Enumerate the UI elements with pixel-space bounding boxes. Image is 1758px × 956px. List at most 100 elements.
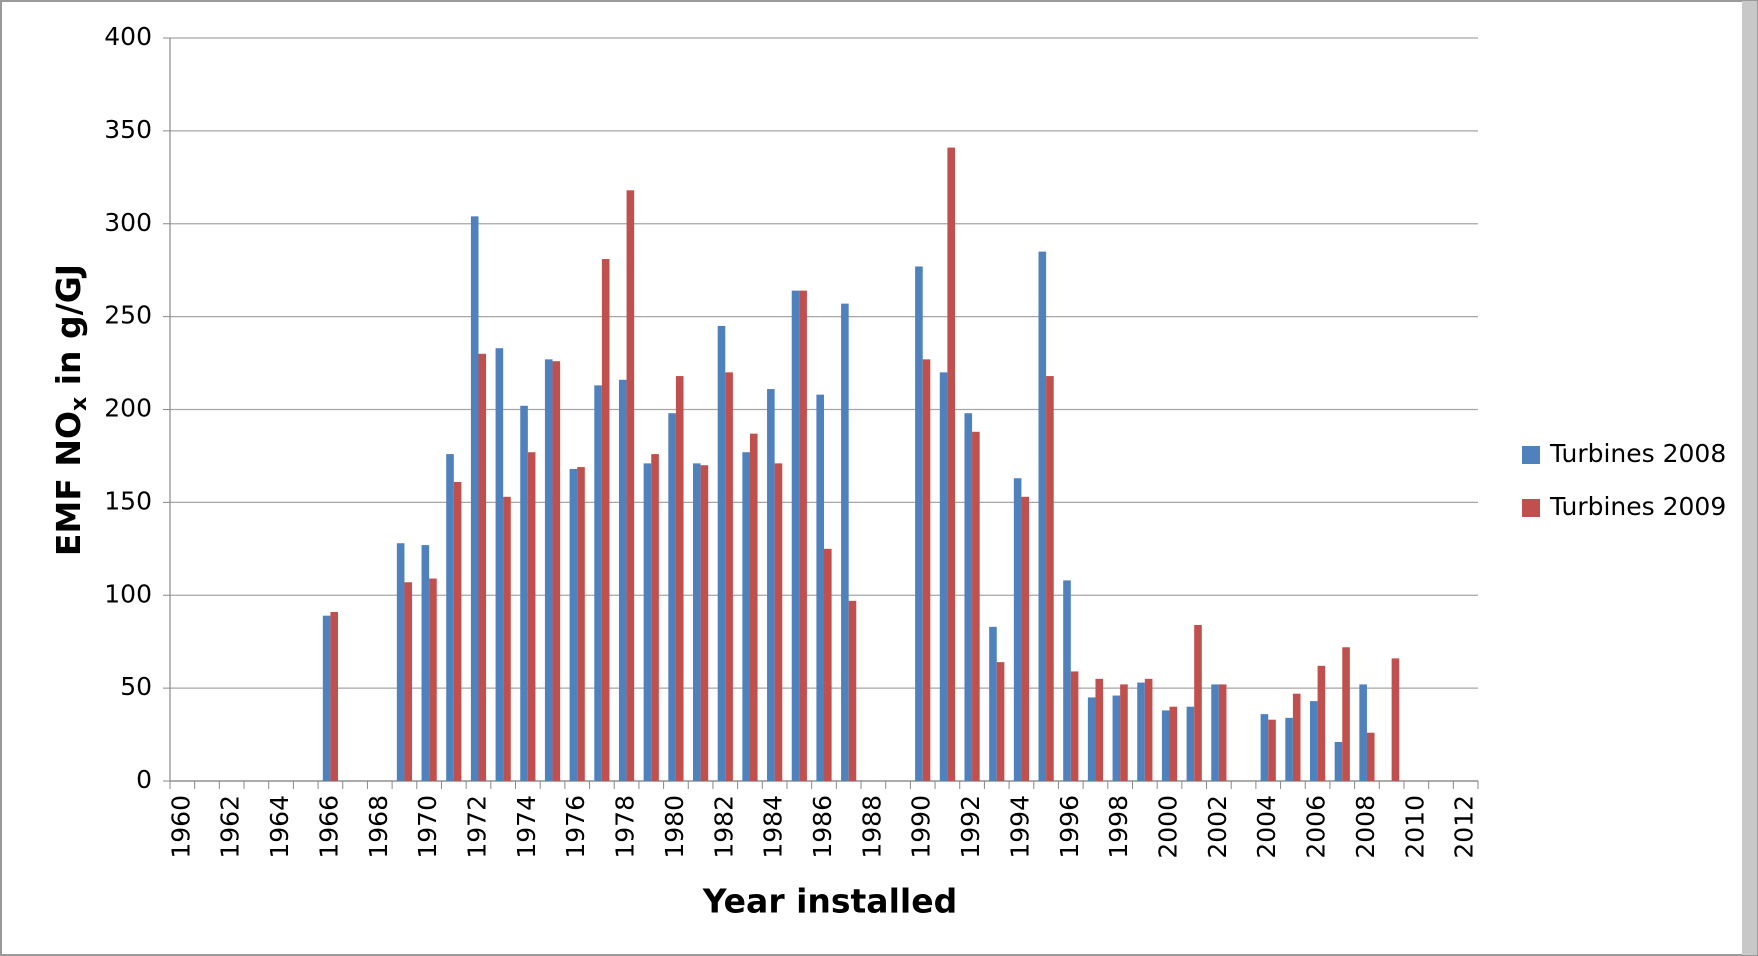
x-tick-label: 1988 xyxy=(857,795,886,859)
bar xyxy=(1359,684,1367,781)
bar xyxy=(693,463,701,781)
bar xyxy=(1087,697,1096,781)
bar xyxy=(725,372,733,781)
x-tick-label: 1976 xyxy=(561,795,590,859)
x-tick-label: 1994 xyxy=(1005,795,1034,859)
bar xyxy=(1309,701,1318,781)
bar xyxy=(396,543,405,781)
bar xyxy=(1046,376,1054,781)
bar xyxy=(749,433,758,781)
bar xyxy=(643,463,652,781)
bar xyxy=(774,463,783,781)
bar xyxy=(675,376,684,781)
bar xyxy=(577,467,585,781)
legend-swatch xyxy=(1522,499,1540,517)
bar xyxy=(569,468,578,781)
x-tick-label: 1962 xyxy=(216,795,245,859)
bar xyxy=(429,578,437,781)
bar xyxy=(404,582,413,781)
bar xyxy=(1070,671,1079,781)
y-tick-label: 100 xyxy=(104,579,152,608)
bar xyxy=(717,325,726,781)
bar xyxy=(1260,714,1269,781)
legend-label: Turbines 2008 xyxy=(1549,439,1726,468)
bar xyxy=(322,615,331,781)
bar xyxy=(1285,717,1293,781)
bar xyxy=(848,600,857,781)
bar xyxy=(1292,693,1301,781)
bar xyxy=(1161,710,1170,781)
x-tick-label: 1974 xyxy=(512,795,541,859)
bar xyxy=(799,290,807,781)
x-tick-label: 1964 xyxy=(265,795,294,859)
legend-swatch xyxy=(1522,446,1540,464)
x-tick-label: 1978 xyxy=(611,795,640,859)
bar xyxy=(478,353,487,781)
y-tick-label: 300 xyxy=(104,208,152,237)
bar xyxy=(841,303,849,781)
bar xyxy=(495,348,504,781)
x-tick-label: 1966 xyxy=(314,795,343,859)
x-axis-title: Year installed xyxy=(702,882,957,921)
bar xyxy=(791,290,800,781)
x-tick-label: 1982 xyxy=(709,795,738,859)
bar xyxy=(947,147,955,781)
y-tick-label: 350 xyxy=(104,115,152,144)
x-tick-label: 2006 xyxy=(1302,795,1331,859)
x-tick-label: 1986 xyxy=(808,795,837,859)
window-edge xyxy=(1742,1,1757,955)
bar xyxy=(1144,678,1153,781)
x-tick-label: 2008 xyxy=(1351,795,1380,859)
bar xyxy=(601,259,610,782)
bar xyxy=(915,266,923,781)
bar xyxy=(1063,580,1071,781)
bar xyxy=(1317,665,1326,781)
bar xyxy=(1186,706,1195,781)
y-tick-label: 50 xyxy=(120,672,152,701)
x-tick-label: 1992 xyxy=(956,795,985,859)
x-tick-label: 1996 xyxy=(1055,795,1084,859)
x-tick-label: 2002 xyxy=(1203,795,1232,859)
bar xyxy=(939,372,948,781)
y-tick-label: 200 xyxy=(104,394,152,423)
bar xyxy=(651,454,659,781)
y-tick-label: 400 xyxy=(104,22,152,51)
bar xyxy=(1169,706,1178,781)
bar xyxy=(1391,658,1400,781)
x-tick-label: 2012 xyxy=(1450,795,1479,859)
x-tick-label: 1990 xyxy=(907,795,936,859)
y-title-text: EMF NO xyxy=(49,411,88,556)
bar xyxy=(626,190,635,781)
bar xyxy=(996,662,1005,781)
y-title-subscript: x xyxy=(67,397,92,411)
bar xyxy=(964,413,973,781)
bar xyxy=(700,465,709,781)
bar xyxy=(527,452,536,781)
bar xyxy=(1137,682,1145,781)
bar xyxy=(742,452,750,781)
bar xyxy=(520,405,528,781)
bar xyxy=(470,216,479,781)
bar xyxy=(767,389,775,781)
bar xyxy=(922,359,931,781)
bar xyxy=(824,548,832,781)
x-tick-label: 1970 xyxy=(413,795,442,859)
x-tick-label: 1980 xyxy=(660,795,689,859)
bar xyxy=(989,626,997,781)
bar xyxy=(1366,732,1375,781)
bar xyxy=(1334,741,1343,781)
x-tick-label: 1998 xyxy=(1104,795,1133,859)
x-tick-label: 1984 xyxy=(759,795,788,859)
bar xyxy=(552,361,561,781)
bar xyxy=(594,385,602,781)
bar xyxy=(503,496,511,781)
y-tick-label: 250 xyxy=(104,301,152,330)
x-tick-label: 2004 xyxy=(1252,795,1281,859)
bar xyxy=(330,611,339,781)
bar xyxy=(1211,684,1219,781)
bar xyxy=(1194,624,1202,781)
bar xyxy=(421,545,430,781)
x-tick-label: 1968 xyxy=(364,795,393,859)
